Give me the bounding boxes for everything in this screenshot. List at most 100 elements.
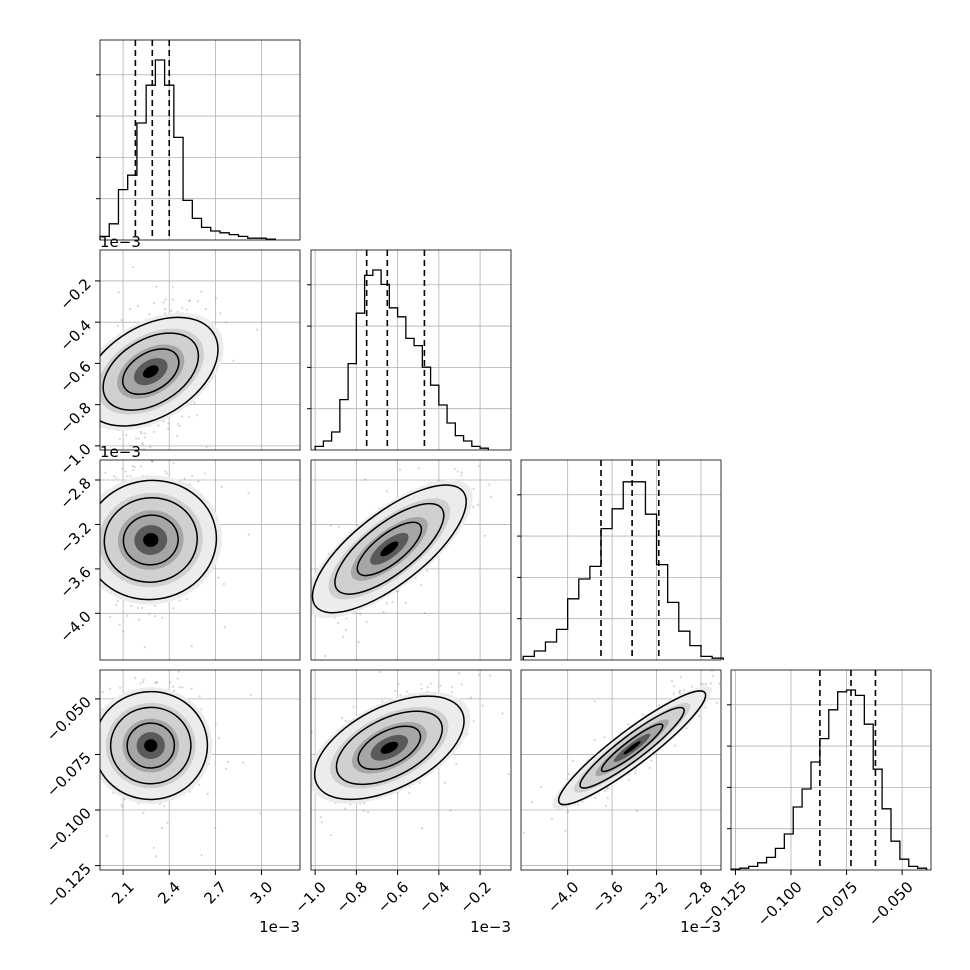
scatter-point (329, 834, 332, 837)
scatter-point (185, 308, 188, 311)
scatter-point (488, 483, 491, 486)
scatter-point (711, 674, 715, 678)
scatter-point (154, 681, 157, 684)
scatter-point (397, 682, 400, 685)
scatter-point (704, 706, 707, 709)
y-tick-label: −0.075 (43, 749, 95, 801)
scatter-point (678, 690, 681, 693)
scatter-point (135, 437, 138, 440)
scatter-point (130, 604, 133, 608)
scatter-point (453, 467, 456, 471)
scatter-point (121, 805, 124, 809)
scatter-point (223, 626, 226, 629)
scatter-point (142, 678, 145, 681)
scatter-point (185, 597, 188, 601)
x-tick-label: −0.2 (456, 878, 494, 916)
scatter-point (337, 525, 340, 528)
panel-frame (99, 669, 301, 871)
x-tick-label: −0.4 (415, 878, 453, 916)
scatter-point (404, 601, 407, 604)
scatter-point (606, 797, 609, 800)
panel-frame (520, 459, 722, 661)
scatter-point (635, 809, 639, 813)
scatter-point (256, 328, 259, 331)
scatter-point (191, 475, 194, 478)
y-offset-label: 1e−3 (100, 443, 141, 461)
scatter-point (420, 827, 424, 830)
scatter-point (751, 658, 753, 660)
scatter-point (139, 465, 142, 468)
scatter-point (214, 722, 217, 725)
scatter-point (648, 766, 651, 769)
density-panel-1 (62, 459, 301, 661)
scatter-point (161, 616, 164, 619)
scatter-point (633, 772, 637, 775)
contour-line (102, 332, 200, 411)
contour-line (126, 722, 176, 769)
scatter-point (540, 786, 543, 789)
scatter-point (164, 298, 167, 301)
scatter-point (718, 682, 721, 685)
scatter-point (685, 727, 688, 730)
x-tick-label: −3.2 (633, 878, 671, 916)
scatter-point (97, 589, 99, 591)
contour-line (357, 725, 422, 771)
density-peak (380, 741, 399, 754)
scatter-point (183, 477, 186, 480)
scatter-point (136, 304, 139, 307)
scatter-point (790, 625, 792, 627)
scatter-point (678, 692, 681, 695)
scatter-point (259, 812, 262, 815)
scatter-point (143, 436, 146, 439)
scatter-point (62, 489, 64, 491)
scatter-point (217, 736, 221, 740)
scatter-point (762, 644, 764, 646)
scatter-point (156, 681, 159, 684)
scatter-point (222, 582, 226, 586)
y-tick-label: −3.6 (56, 563, 94, 601)
scatter-point (130, 444, 133, 448)
scatter-point (165, 472, 168, 475)
scatter-point (116, 324, 119, 328)
x-tick-label: −0.8 (333, 878, 371, 916)
scatter-point (87, 770, 89, 772)
scatter-point (566, 810, 570, 813)
contour-line (122, 514, 179, 566)
scatter-point (344, 629, 347, 632)
scatter-point (417, 467, 420, 470)
density-panel-3 (87, 669, 301, 871)
scatter-point (225, 767, 228, 770)
scatter-point (423, 455, 425, 457)
density-layer (87, 670, 262, 858)
scatter-point (626, 723, 629, 726)
panel-frame (310, 669, 512, 871)
scatter-point (726, 695, 728, 697)
scatter-point (92, 765, 94, 767)
scatter-point (92, 440, 94, 442)
scatter-point (190, 645, 193, 648)
scatter-point (146, 456, 148, 458)
x-tick-label: −0.6 (374, 878, 412, 916)
scatter-point (657, 703, 661, 707)
x-tick-label: 3.0 (247, 878, 277, 908)
scatter-point (690, 685, 693, 688)
scatter-point (15, 395, 17, 397)
x-offset-label: 1e−3 (680, 918, 721, 936)
scatter-point (155, 285, 158, 288)
scatter-point (142, 447, 145, 450)
y-tick-label: −1.0 (56, 440, 94, 478)
scatter-point (396, 792, 400, 795)
scatter-point (96, 586, 98, 588)
scatter-point (177, 670, 180, 673)
scatter-point (115, 603, 118, 607)
scatter-point (713, 667, 715, 669)
scatter-point (90, 771, 92, 773)
density-peak (144, 739, 158, 752)
scatter-point (340, 716, 344, 720)
scatter-point (172, 607, 175, 610)
scatter-point (679, 689, 682, 693)
density-layer (311, 670, 510, 837)
density-layer (311, 455, 493, 658)
scatter-point (90, 770, 92, 772)
scatter-point (319, 816, 322, 819)
